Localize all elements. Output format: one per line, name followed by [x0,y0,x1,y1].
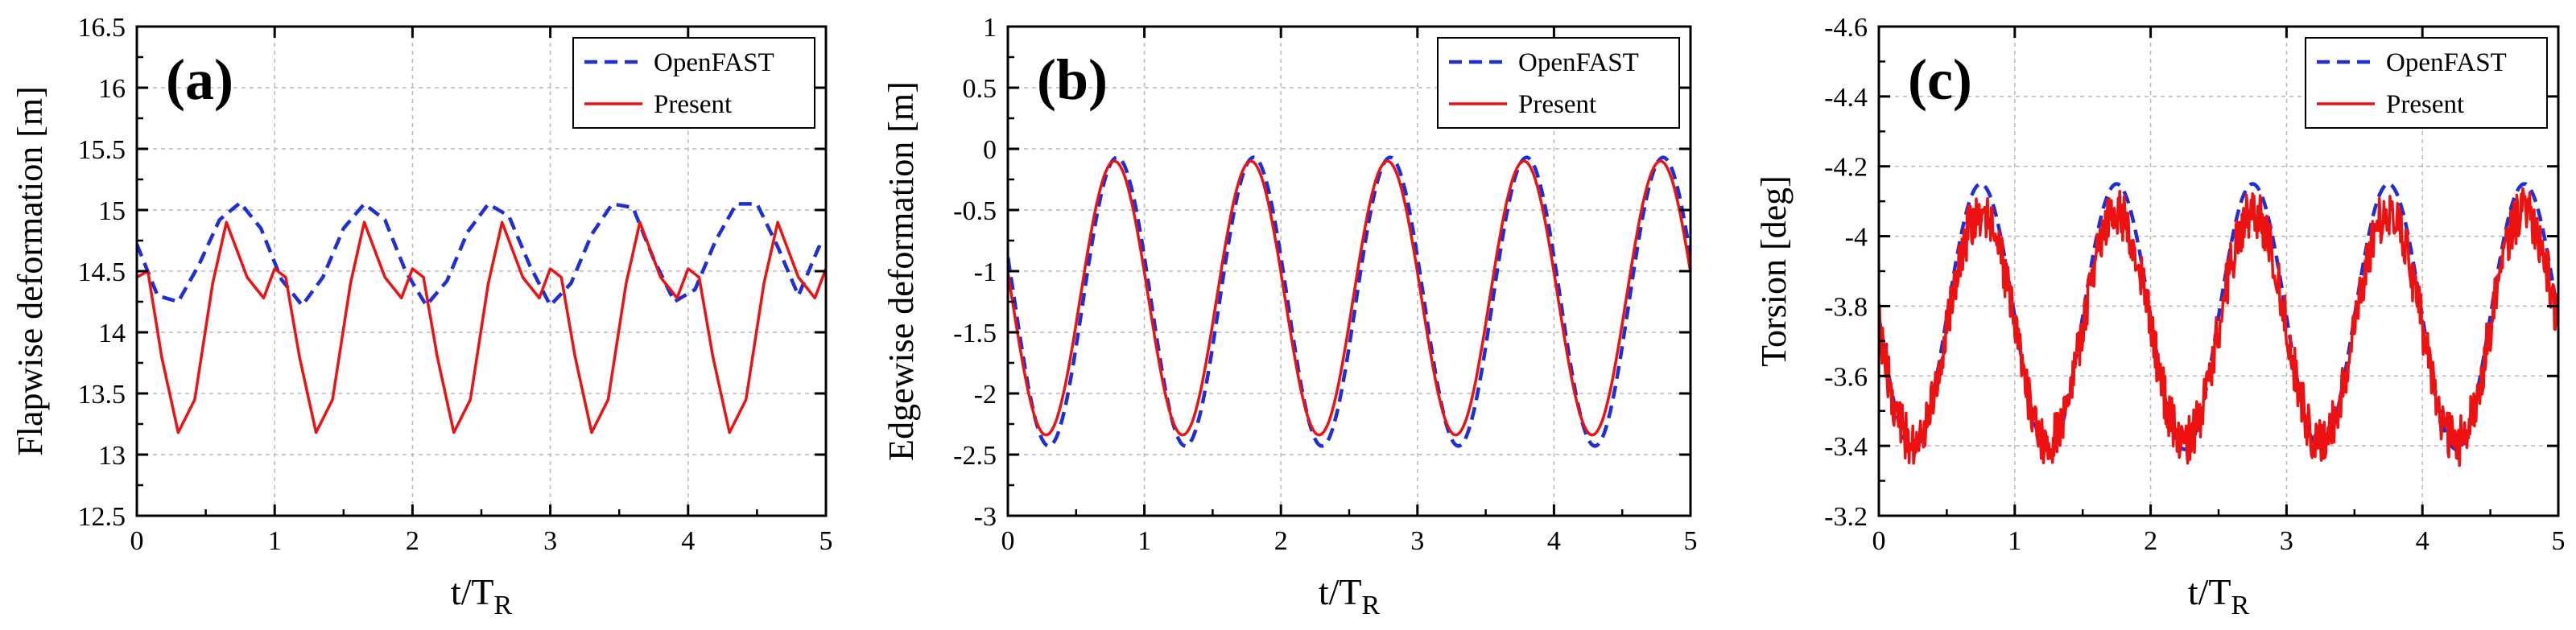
legend-label-openfast: OpenFAST [654,48,774,77]
x-axis-label-subscript: R [2231,591,2249,620]
y-tick-label: -3.2 [1824,502,1868,532]
x-tick-label: 1 [1137,526,1151,556]
x-axis-label-main: t/T [451,571,494,612]
x-tick-label: 0 [1872,526,1886,556]
y-tick-label: -4 [1845,223,1868,253]
x-tick-label: 5 [2552,526,2566,556]
x-tick-label: 2 [2144,526,2157,556]
series-group [1008,155,1690,448]
legend-label-present: Present [2386,90,2464,119]
y-tick-label: -1.5 [953,319,997,348]
y-tick-label: 13 [98,441,126,471]
y-tick-label: -3.8 [1824,292,1868,322]
x-tick-label: 3 [543,526,557,556]
y-tick-label: 14 [98,319,126,348]
legend: OpenFAST Present [572,37,815,129]
x-axis-label: t/TR [2188,571,2250,620]
panel-label: (b) [1037,47,1108,112]
panel-c-torsion-chart: 0 1 2 3 4 5 -4.6 -4.4 -4.2 -4 -3.8 -3.6 -3.4 -3.2 t/TR… [1754,13,2566,620]
x-axis-label-main: t/T [2188,571,2231,612]
x-tick-label: 0 [1001,526,1015,556]
legend-box [1437,37,1680,129]
x-tick-label: 1 [268,526,282,556]
series-group [137,200,826,434]
y-tick-label: 1 [983,13,997,43]
x-tick-label: 1 [2008,526,2021,556]
x-axis-label: t/TR [1319,571,1381,620]
series-line-openfast [1879,182,2558,451]
y-axis-label: Flapwise deformation [m] [10,86,50,455]
y-tick-label: -3 [974,502,997,532]
legend-label-openfast: OpenFAST [2386,48,2507,77]
panel-label: (a) [166,47,233,112]
x-axis-label-subscript: R [493,591,512,620]
series-line-present [1879,187,2558,467]
legend-box [572,37,815,129]
y-tick-label: -4.2 [1824,153,1868,183]
legend: OpenFAST Present [2305,37,2548,129]
panel-label: (c) [1908,47,1972,112]
legend-label-present: Present [654,90,732,119]
y-tick-label: -4.4 [1824,83,1868,113]
x-tick-label: 3 [1410,526,1424,556]
x-tick-label: 4 [681,526,695,556]
y-tick-label: 15 [98,196,126,226]
legend: OpenFAST Present [1437,37,1680,129]
x-tick-label: 2 [1274,526,1288,556]
y-tick-label: -4.6 [1824,13,1868,43]
y-tick-label: -2.5 [953,441,997,471]
legend-label-openfast: OpenFAST [1518,48,1639,77]
y-tick-label: -3.4 [1824,432,1868,462]
series-line-present [137,220,826,434]
y-tick-label: 14.5 [78,257,126,287]
x-tick-label: 5 [819,526,833,556]
x-tick-label: 4 [1547,526,1561,556]
panel-b-edgewise-chart: 0 1 2 3 4 5 -3 -2.5 -2 -1.5 -1 -0.5 0 0.5 1 t/TR Edgewis… [881,13,1698,620]
y-tick-label: -2 [974,380,997,410]
y-tick-label: 12.5 [78,502,126,532]
x-tick-label: 2 [406,526,419,556]
x-axis-label: t/TR [451,571,513,620]
y-axis-label: Torsion [deg] [1754,175,1794,367]
x-axis-label-subscript: R [1361,591,1380,620]
y-tick-label: -1 [974,257,997,287]
y-tick-label: -0.5 [953,196,997,226]
y-tick-label: -3.6 [1824,362,1868,392]
x-tick-label: 0 [130,526,144,556]
y-tick-label: 0.5 [963,74,997,104]
y-tick-label: 16 [98,74,126,104]
x-tick-label: 4 [2416,526,2429,556]
panel-a-flapwise-chart: 0 1 2 3 4 5 12.5 13 13.5 14 14.5 15 15.5 16 16.5 t/TR Fl… [10,13,833,620]
y-axis-label: Edgewise deformation [m] [881,81,921,461]
y-tick-label: 13.5 [78,380,126,410]
series-group [1879,182,2558,467]
y-tick-label: 15.5 [78,135,126,165]
legend-label-present: Present [1518,90,1596,119]
x-tick-label: 3 [2280,526,2293,556]
x-tick-label: 5 [1684,526,1698,556]
series-line-openfast [137,200,826,307]
series-line-present [1008,159,1690,437]
series-line-openfast [1008,155,1690,448]
x-axis-label-main: t/T [1319,571,1362,612]
y-tick-label: 16.5 [78,13,126,43]
y-tick-label: 0 [983,135,997,165]
legend-box [2305,37,2548,129]
